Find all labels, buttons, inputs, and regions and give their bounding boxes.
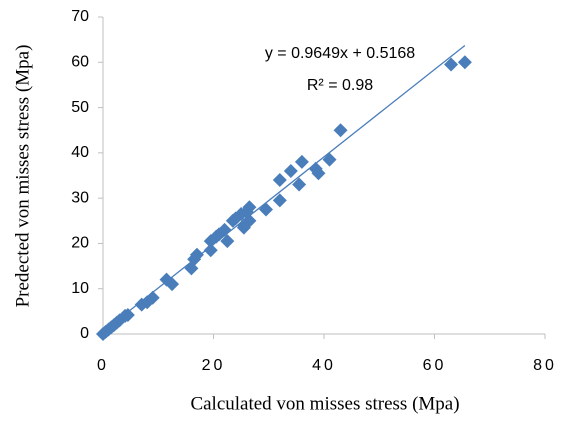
x-tick-label: 80 (533, 357, 557, 374)
y-tick-label: 40 (71, 144, 89, 161)
trendline (102, 44, 466, 333)
point (311, 166, 326, 181)
y-tick-label: 60 (71, 54, 89, 71)
point (272, 193, 287, 208)
x-tick-label: 0 (97, 357, 109, 374)
point (242, 200, 257, 215)
y-tick-label: 20 (71, 235, 89, 252)
point (272, 173, 287, 188)
point (292, 177, 307, 192)
y-tick-label: 30 (71, 189, 89, 206)
y-tick-label: 50 (71, 99, 89, 116)
point (258, 202, 273, 217)
point (333, 123, 348, 138)
point (242, 213, 257, 228)
y-tick-label: 0 (80, 325, 89, 342)
x-tick-label: 40 (312, 357, 336, 374)
point (145, 290, 160, 305)
point (165, 277, 180, 292)
point (322, 152, 337, 167)
y-axis-title: Predected von misses stress (Mpa) (12, 45, 33, 308)
trendline-equation: y = 0.9649x + 0.5168 (265, 45, 415, 62)
point (283, 163, 298, 178)
point (220, 234, 235, 249)
point (444, 57, 459, 72)
x-axis-title: Calculated von misses stress (Mpa) (190, 393, 459, 414)
point (294, 154, 309, 169)
y-tick-label: 70 (71, 8, 89, 25)
x-tick-label: 20 (202, 357, 226, 374)
point (189, 247, 204, 262)
point (120, 307, 135, 322)
point (203, 243, 218, 258)
y-tick-label: 10 (71, 280, 89, 297)
point (457, 55, 472, 70)
x-tick-label: 60 (423, 357, 447, 374)
r-squared: R² = 0.98 (307, 77, 373, 94)
